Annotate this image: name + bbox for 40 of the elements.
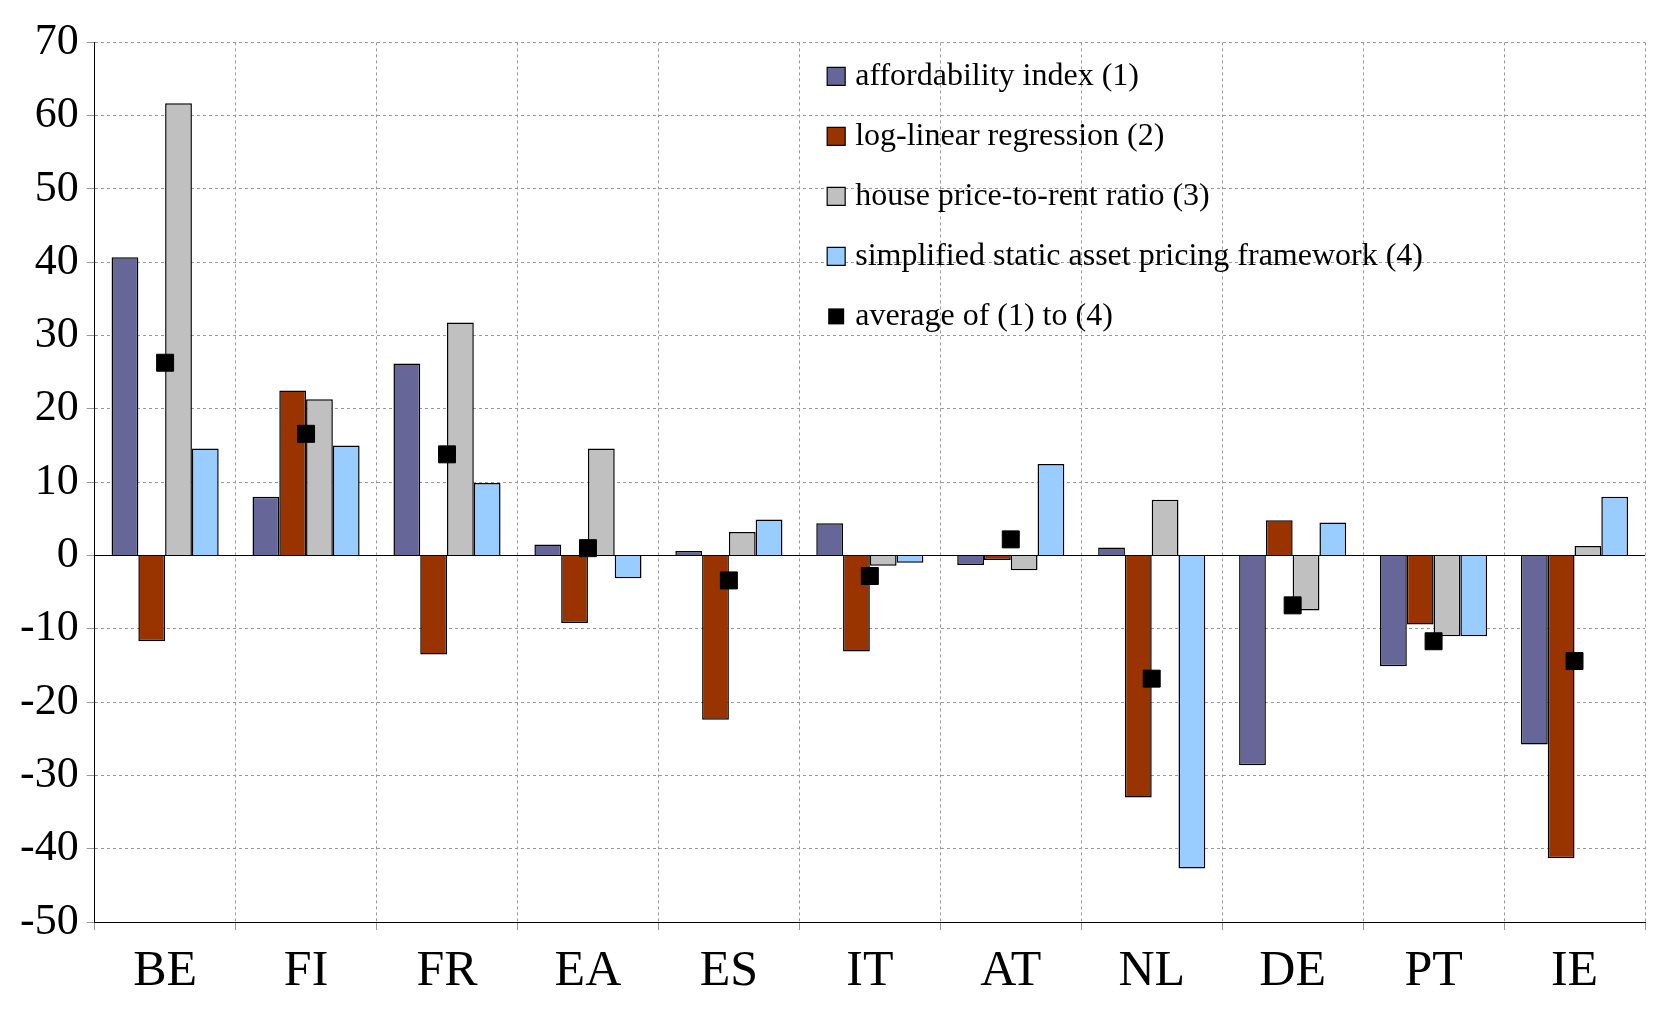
- x-tick-label: IE: [1550, 940, 1599, 997]
- y-tick-label: -50: [20, 894, 79, 944]
- point: [860, 567, 879, 586]
- y-tick-label: -10: [20, 601, 79, 651]
- x-tick-label: AT: [980, 940, 1042, 997]
- x-tick-label: PT: [1404, 940, 1463, 997]
- y-tick-label: 0: [56, 528, 79, 578]
- y-tick-label: 40: [34, 234, 79, 284]
- legend-label: affordability index (1): [855, 55, 1139, 92]
- point: [578, 539, 597, 558]
- x-tick-label: IT: [846, 940, 894, 997]
- x-tick-label: ES: [699, 940, 759, 997]
- point: [156, 353, 175, 372]
- legend-label: house price-to-rent ratio (3): [855, 175, 1210, 212]
- y-tick-label: 30: [34, 308, 79, 358]
- x-tick-label: FR: [416, 940, 479, 997]
- point: [1565, 652, 1584, 671]
- legend-label: log-linear regression (2): [855, 115, 1165, 152]
- y-tick-label: 10: [34, 454, 79, 504]
- point: [438, 445, 456, 464]
- legend-label: simplified static asset pricing framework (4): [855, 235, 1423, 272]
- y-tick-label: -40: [20, 821, 79, 871]
- x-tick-label: EA: [554, 940, 622, 997]
- y-tick-label: -20: [20, 674, 79, 724]
- point: [719, 571, 738, 590]
- y-tick-label: 20: [34, 381, 79, 431]
- x-tick-label: DE: [1259, 940, 1326, 997]
- point: [297, 424, 316, 443]
- x-tick-label: BE: [133, 940, 198, 997]
- y-tick-label: 70: [34, 14, 79, 64]
- point: [1001, 530, 1020, 549]
- point: [1283, 596, 1302, 615]
- y-tick-label: 60: [34, 88, 79, 138]
- y-tick-label: 50: [34, 161, 79, 211]
- point: [1424, 632, 1443, 651]
- legend-label: average of (1) to (4): [855, 295, 1113, 332]
- x-tick-label: NL: [1118, 940, 1186, 997]
- y-tick-label: -30: [20, 747, 79, 797]
- x-tick-label: FI: [283, 940, 329, 997]
- point: [1142, 669, 1161, 688]
